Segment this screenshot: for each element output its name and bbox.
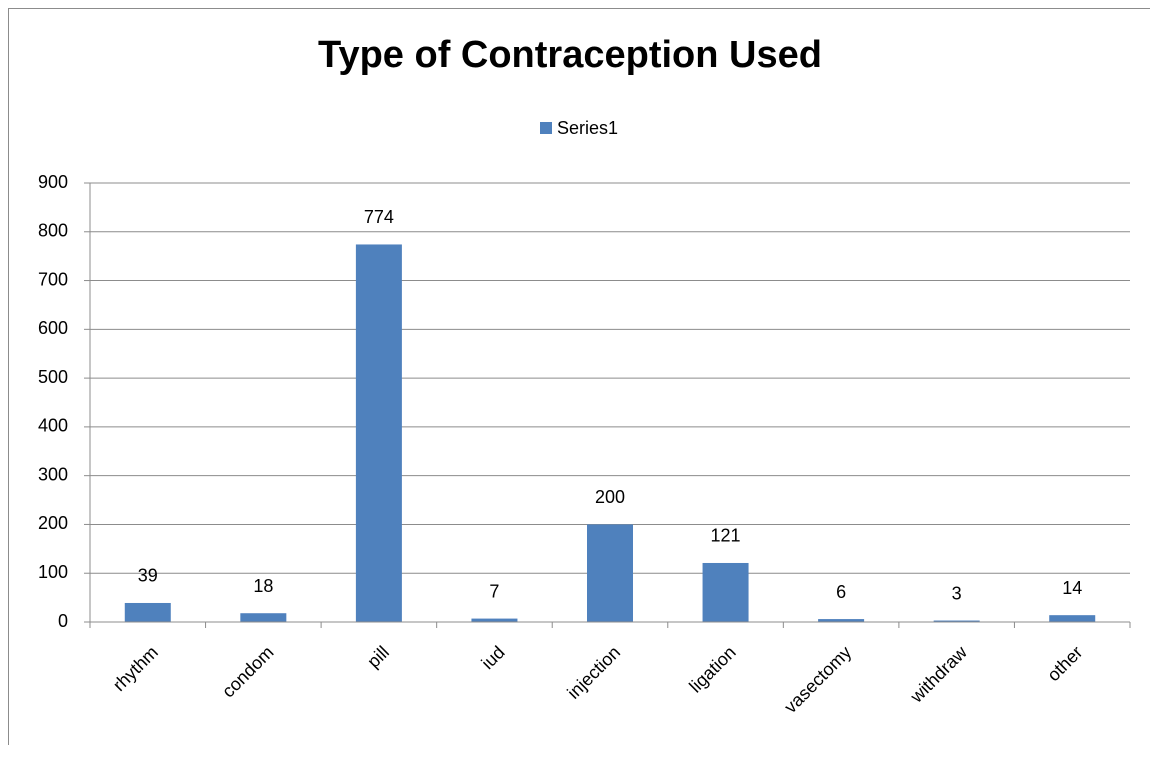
x-tick-label: other — [1043, 642, 1086, 685]
bar — [933, 620, 980, 622]
bar — [587, 524, 633, 622]
data-label: 774 — [364, 207, 394, 227]
x-tick-label: rhythm — [109, 642, 162, 695]
bar — [818, 619, 865, 622]
y-tick-label: 100 — [38, 562, 68, 582]
bar — [240, 613, 287, 622]
bar — [1049, 615, 1096, 622]
legend-swatch — [540, 122, 552, 134]
data-label: 3 — [952, 583, 962, 603]
bar — [471, 618, 518, 622]
x-tick-label: vasectomy — [780, 642, 855, 717]
y-tick-label: 900 — [38, 172, 68, 192]
data-label: 18 — [253, 576, 273, 596]
x-tick-label: injection — [563, 642, 624, 703]
chart-title: Type of Contraception Used — [318, 34, 822, 76]
data-label: 121 — [711, 526, 741, 546]
data-label: 7 — [489, 581, 499, 601]
data-label: 200 — [595, 487, 625, 507]
y-tick-label: 700 — [38, 269, 68, 289]
x-tick-label: withdraw — [906, 641, 972, 707]
y-tick-label: 300 — [38, 464, 68, 484]
x-tick-label: iud — [477, 642, 508, 673]
data-label: 6 — [836, 582, 846, 602]
y-tick-label: 400 — [38, 416, 68, 436]
y-tick-label: 800 — [38, 221, 68, 241]
y-tick-label: 500 — [38, 367, 68, 387]
y-tick-label: 0 — [58, 611, 68, 631]
y-tick-label: 200 — [38, 513, 68, 533]
data-label: 14 — [1062, 578, 1082, 598]
bar — [702, 562, 749, 622]
y-tick-label: 600 — [38, 318, 68, 338]
x-tick-label: pill — [363, 642, 393, 672]
legend-label: Series1 — [557, 118, 618, 138]
bar — [355, 244, 402, 622]
x-tick-label: condom — [218, 642, 277, 701]
bar — [124, 602, 171, 622]
data-label: 39 — [138, 566, 158, 586]
x-tick-label: ligation — [685, 642, 739, 696]
